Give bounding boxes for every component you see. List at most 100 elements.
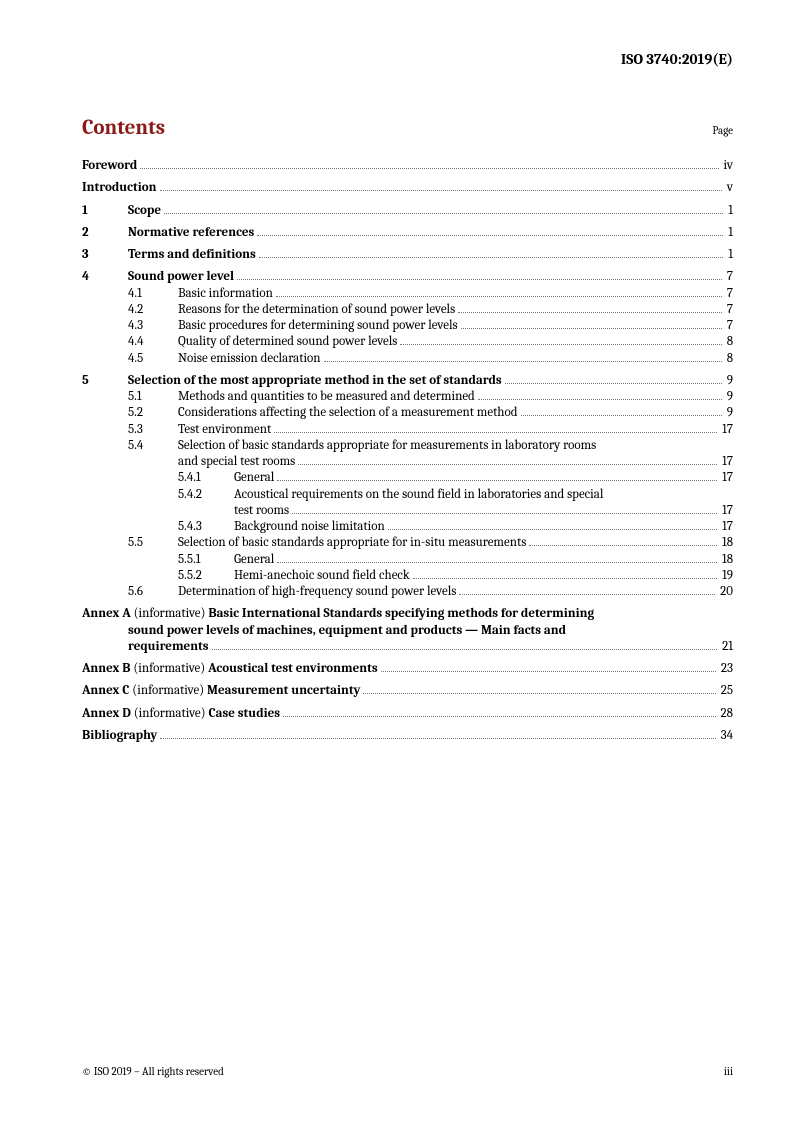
toc-annex-a-line2[interactable]: sound power levels of machines, equipmen…: [82, 623, 733, 639]
toc-s5-5[interactable]: 5.5 Selection of basic standards appropr…: [82, 535, 733, 551]
toc-leaders: [461, 328, 722, 329]
toc-s4-3[interactable]: 4.3 Basic procedures for determining sou…: [82, 318, 733, 334]
toc-label: Terms and definitions: [128, 247, 256, 263]
toc-label: General: [234, 470, 274, 486]
toc-label: Acoustical requirements on the sound fie…: [234, 487, 603, 503]
contents-heading-row: Contents Page: [82, 116, 733, 140]
toc-num: 5.5: [128, 535, 178, 551]
toc-s5-4-1[interactable]: 5.4.1 General 17: [82, 470, 733, 486]
toc-num: 4.5: [128, 351, 178, 367]
toc-page: 1: [726, 247, 733, 263]
toc-num: 5.6: [128, 584, 178, 600]
annex-bold: Case studies: [209, 706, 281, 721]
toc-s5-4-2-line1[interactable]: 5.4.2 Acoustical requirements on the sou…: [82, 487, 733, 503]
page-footer: © ISO 2019 – All rights reserved iii: [82, 1065, 733, 1078]
toc-num: 5.3: [128, 422, 178, 438]
toc-s5-3[interactable]: 5.3 Test environment 17: [82, 422, 733, 438]
toc-num: 5: [82, 373, 128, 389]
toc-s5-4-2-line2[interactable]: test rooms 17: [82, 503, 733, 519]
toc-label: Annex D (informative) Case studies: [82, 706, 280, 722]
toc-page: 17: [720, 454, 733, 470]
toc-annex-b[interactable]: Annex B (informative) Acoustical test en…: [82, 661, 733, 677]
toc-num: 5.1: [128, 389, 178, 405]
toc-num: 5.4.1: [178, 470, 234, 486]
toc-s1[interactable]: 1 Scope 1: [82, 203, 733, 219]
toc-bibliography[interactable]: Bibliography 34: [82, 728, 733, 744]
toc-label: Selection of the most appropriate method…: [128, 373, 502, 389]
toc-leaders: [160, 738, 715, 739]
toc-num: 4.4: [128, 334, 178, 350]
toc-label: Annex A (informative) Basic Internationa…: [82, 606, 594, 622]
toc-page: 34: [719, 728, 733, 744]
toc-page: 7: [725, 318, 733, 334]
toc-label: Normative references: [128, 225, 254, 241]
toc-s5-5-1[interactable]: 5.5.1 General 18: [82, 552, 733, 568]
toc-s4-2[interactable]: 4.2 Reasons for the determination of sou…: [82, 302, 733, 318]
toc-page: 17: [720, 519, 733, 535]
toc-introduction[interactable]: Introduction v: [82, 180, 733, 196]
toc-s5-4-line1[interactable]: 5.4 Selection of basic standards appropr…: [82, 438, 733, 454]
toc-page: v: [725, 180, 733, 196]
toc-s4-4[interactable]: 4.4 Quality of determined sound power le…: [82, 334, 733, 350]
toc-s2[interactable]: 2 Normative references 1: [82, 225, 733, 241]
toc-annex-a-line3[interactable]: requirements 21: [82, 639, 733, 655]
toc-annex-d[interactable]: Annex D (informative) Case studies 28: [82, 706, 733, 722]
annex-bold: Acoustical test environments: [208, 661, 378, 676]
toc-leaders: [505, 383, 722, 384]
toc-num: 5.4: [128, 438, 178, 454]
toc-leaders: [160, 190, 722, 191]
toc-leaders: [237, 279, 722, 280]
toc-s5-1[interactable]: 5.1 Methods and quantities to be measure…: [82, 389, 733, 405]
toc-leaders: [400, 344, 721, 345]
toc-s5-6[interactable]: 5.6 Determination of high-frequency soun…: [82, 584, 733, 600]
toc-page: 18: [720, 535, 733, 551]
toc-num: 4.1: [128, 286, 178, 302]
toc-page: 20: [718, 584, 733, 600]
annex-informative: (informative): [131, 606, 209, 621]
toc-s5[interactable]: 5 Selection of the most appropriate meth…: [82, 373, 733, 389]
toc-label: Annex B (informative) Acoustical test en…: [82, 661, 378, 677]
annex-informative: (informative): [130, 661, 208, 676]
table-of-contents: Foreword iv Introduction v 1 Scope 1 2 N…: [82, 158, 733, 744]
toc-label: Quality of determined sound power levels: [178, 334, 397, 350]
toc-page: 1: [726, 203, 733, 219]
toc-foreword[interactable]: Foreword iv: [82, 158, 733, 174]
toc-s5-5-2[interactable]: 5.5.2 Hemi-anechoic sound field check 19: [82, 568, 733, 584]
toc-page: 9: [725, 389, 733, 405]
toc-label: Noise emission declaration: [178, 351, 321, 367]
toc-leaders: [459, 594, 715, 595]
toc-leaders: [277, 562, 717, 563]
toc-leaders: [478, 399, 722, 400]
toc-leaders: [458, 312, 722, 313]
toc-label: sound power levels of machines, equipmen…: [128, 623, 566, 639]
copyright-text: © ISO 2019 – All rights reserved: [82, 1065, 224, 1078]
toc-s4-1[interactable]: 4.1 Basic information 7: [82, 286, 733, 302]
toc-page: 18: [720, 552, 733, 568]
toc-label: Basic procedures for determining sound p…: [178, 318, 458, 334]
annex-informative: (informative): [131, 706, 209, 721]
toc-s5-4-line2[interactable]: and special test rooms 17: [82, 454, 733, 470]
toc-s5-4-3[interactable]: 5.4.3 Background noise limitation 17: [82, 519, 733, 535]
toc-annex-c[interactable]: Annex C (informative) Measurement uncert…: [82, 683, 733, 699]
toc-page: 28: [719, 706, 733, 722]
contents-title: Contents: [82, 116, 165, 140]
toc-leaders: [164, 213, 723, 214]
toc-label: Methods and quantities to be measured an…: [178, 389, 475, 405]
toc-num: 4.2: [128, 302, 178, 318]
toc-label: Scope: [128, 203, 161, 219]
toc-leaders: [257, 235, 723, 236]
toc-leaders: [283, 716, 715, 717]
toc-s4-5[interactable]: 4.5 Noise emission declaration 8: [82, 351, 733, 367]
toc-leaders: [363, 693, 715, 694]
annex-prefix: Annex D: [82, 706, 131, 721]
toc-label: Basic information: [178, 286, 273, 302]
doc-id-header: ISO 3740:2019(E): [82, 50, 733, 68]
toc-s5-2[interactable]: 5.2 Considerations affecting the selecti…: [82, 405, 733, 421]
page-container: ISO 3740:2019(E) Contents Page Foreword …: [0, 0, 793, 784]
toc-s3[interactable]: 3 Terms and definitions 1: [82, 247, 733, 263]
toc-label: Foreword: [82, 158, 137, 174]
annex-bold: Measurement uncertainty: [207, 683, 360, 698]
toc-annex-a-line1[interactable]: Annex A (informative) Basic Internationa…: [82, 606, 733, 622]
toc-s4[interactable]: 4 Sound power level 7: [82, 269, 733, 285]
toc-label: Hemi-anechoic sound field check: [234, 568, 410, 584]
